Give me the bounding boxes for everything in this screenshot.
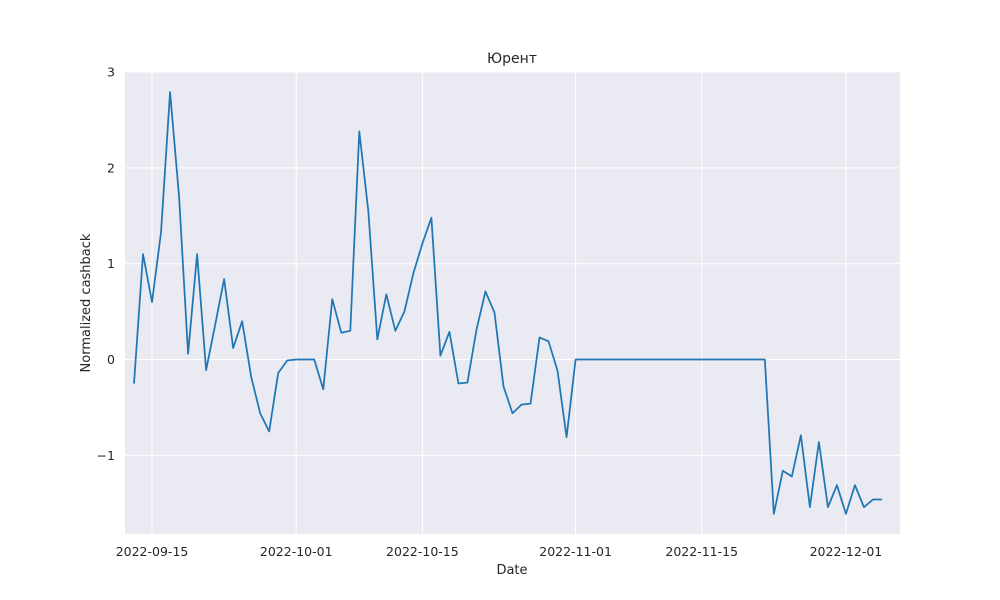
y-tick-labels: 3 2 1 0 −1: [97, 65, 115, 463]
chart-title: Юрент: [487, 51, 537, 67]
x-tick-labels: 2022-09-15 2022-10-01 2022-10-15 2022-11-01…: [116, 544, 883, 559]
y-tick-label: 3: [107, 65, 115, 80]
y-tick-label: 2: [107, 160, 115, 175]
x-axis-label: Date: [496, 563, 527, 578]
x-tick-label: 2022-12-01: [810, 544, 883, 559]
x-tick-label: 2022-11-15: [665, 544, 738, 559]
x-tick-label: 2022-11-01: [539, 544, 612, 559]
series-layer: [133, 91, 882, 515]
plot-area: [125, 72, 900, 534]
y-axis-label: Normalized cashback: [79, 233, 94, 372]
x-tick-label: 2022-10-01: [260, 544, 333, 559]
y-tick-label: 1: [107, 256, 115, 271]
y-tick-label: 0: [107, 352, 115, 367]
x-tick-label: 2022-10-15: [386, 544, 459, 559]
grid-lines: [125, 71, 900, 534]
series-line: [133, 91, 882, 515]
x-tick-label: 2022-09-15: [116, 544, 189, 559]
y-tick-label: −1: [97, 448, 115, 463]
